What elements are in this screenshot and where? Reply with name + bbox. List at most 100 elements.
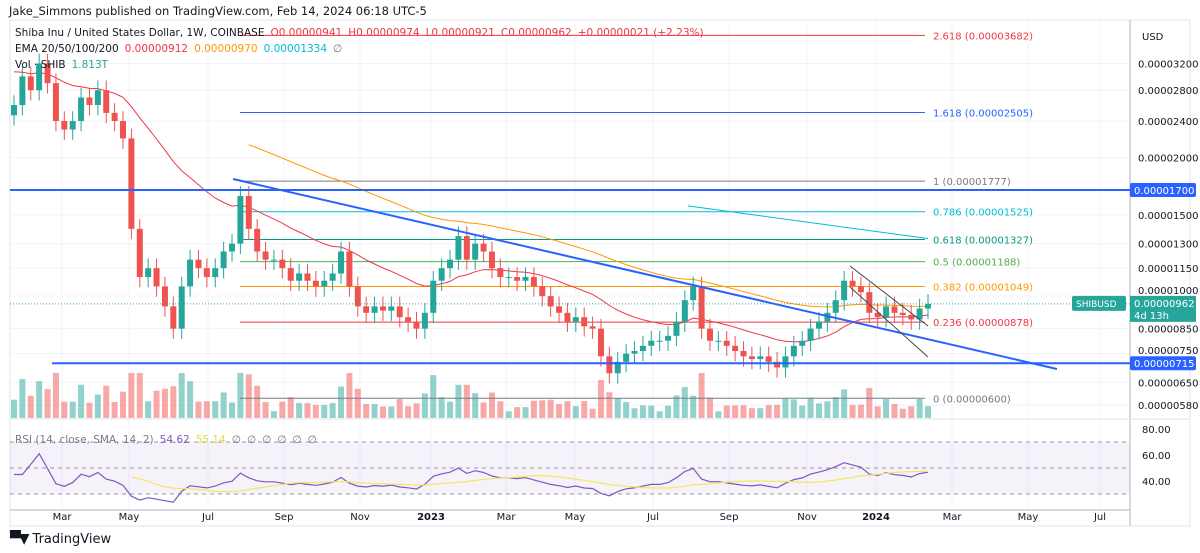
footer-brand[interactable]: ▀▼ TradingView — [10, 531, 111, 547]
candle-body — [438, 268, 445, 281]
candle-body — [564, 312, 571, 322]
volume-bar — [765, 405, 772, 418]
volume-bar — [597, 380, 604, 418]
ohlc-open: O0.00000941 — [270, 27, 343, 39]
price-tick-label: 0.00001000 — [1138, 286, 1198, 297]
rsi-tick-label: 40.00 — [1142, 477, 1171, 488]
candle-body — [514, 277, 521, 281]
ema50-value: 0.00000970 — [194, 43, 258, 55]
volume-bar — [614, 398, 621, 418]
candle-body — [740, 351, 747, 357]
volume-bar — [748, 408, 755, 418]
candle-body — [908, 314, 915, 320]
candle-body — [120, 121, 127, 139]
volume-bar — [623, 402, 630, 418]
volume-bar — [757, 408, 764, 418]
candle-body — [715, 340, 722, 342]
volume-bar — [229, 402, 236, 418]
candle-body — [229, 243, 236, 252]
volume-bar — [203, 401, 210, 418]
candle-body — [916, 308, 923, 320]
volume-bar — [715, 411, 722, 418]
volume-bar — [111, 402, 118, 418]
symbol-title[interactable]: Shiba Inu / United States Dollar, 1W, CO… — [15, 27, 265, 39]
candle-body — [145, 268, 152, 278]
price-tick-label: 0.00002400 — [1138, 117, 1198, 128]
fib-level-label: 0.786 (0.00001525) — [933, 208, 1033, 219]
candle-body — [405, 317, 412, 322]
candle-body — [547, 296, 554, 307]
candle-body — [379, 306, 386, 311]
candle-body — [212, 268, 219, 278]
fib-level-label: 0.236 (0.00000878) — [933, 318, 1033, 329]
volume-bar — [832, 397, 839, 418]
volume-bar — [631, 408, 638, 418]
candle-body — [665, 335, 672, 341]
candle-body — [774, 361, 781, 368]
volume-bar — [648, 405, 655, 418]
candle-body — [757, 356, 764, 360]
volume-bar — [488, 392, 495, 418]
time-tick-label: Jul — [646, 512, 659, 523]
candle-body — [530, 277, 537, 287]
candle-body — [447, 259, 454, 269]
fib-level-label: 0.382 (0.00001049) — [933, 283, 1033, 294]
price-level-badge — [1130, 356, 1196, 371]
candle-body — [690, 286, 697, 301]
volume-bar — [790, 399, 797, 418]
time-tick-label: Mar — [943, 512, 963, 523]
volume-bar — [916, 398, 923, 418]
candle-body — [472, 243, 479, 260]
volume-bar — [740, 405, 747, 418]
volume-bar — [841, 389, 848, 418]
volume-bar — [161, 388, 168, 418]
rsi-hidden-6: ∅ — [307, 434, 317, 446]
candle-body — [363, 306, 370, 313]
volume-bar — [899, 408, 906, 418]
volume-bar — [296, 403, 303, 418]
rsi-legend[interactable]: RSI (14, close, SMA, 14, 2) 54.62 55.14 ∅ ∅ ∅… — [15, 434, 323, 446]
rsi-hidden-2: ∅ — [246, 434, 257, 446]
candle-body — [824, 312, 831, 322]
volume-bar — [388, 406, 395, 418]
volume-bar — [925, 406, 931, 418]
candle-body — [220, 251, 227, 269]
ema20-value: 0.00000912 — [124, 43, 189, 55]
time-tick-label: May — [1018, 512, 1039, 523]
candle-body — [36, 63, 43, 91]
volume-bar — [94, 394, 101, 418]
candle-body — [111, 112, 118, 122]
candle-body — [539, 286, 546, 297]
volume-legend[interactable]: Vol · SHIB 1.813T — [15, 59, 114, 71]
volume-bar — [405, 406, 412, 418]
candle-body — [203, 268, 210, 278]
candle-body — [656, 340, 663, 342]
volume-bar — [606, 392, 613, 418]
candle-body — [572, 317, 579, 322]
ema-legend[interactable]: EMA 20/50/100/200 0.00000912 0.00000970 0.0… — [15, 43, 348, 55]
volume-bar — [279, 401, 286, 418]
volume-bar — [505, 411, 512, 418]
candle-body — [421, 312, 428, 329]
current-price-badge — [1130, 295, 1196, 322]
volume-bar — [581, 401, 588, 418]
volume-bar — [732, 405, 739, 418]
volume-bar — [78, 384, 85, 418]
volume-bar — [346, 373, 353, 418]
candle-body — [371, 306, 378, 313]
volume-bar — [815, 403, 822, 418]
time-tick-label: 2024 — [862, 512, 890, 523]
candle-body — [44, 63, 51, 84]
time-tick-label: Mar — [497, 512, 517, 523]
volume-bar — [187, 381, 194, 418]
candle-body — [623, 353, 630, 362]
rsi-hidden-1: ∅ — [231, 434, 241, 446]
volume-bar — [438, 397, 445, 418]
candle-body — [136, 228, 143, 278]
price-tick-label: 0.00003200 — [1138, 59, 1198, 70]
volume-bar — [656, 411, 663, 418]
volume-bar — [27, 395, 34, 418]
candle-body — [270, 259, 277, 261]
candle-body — [488, 251, 495, 269]
